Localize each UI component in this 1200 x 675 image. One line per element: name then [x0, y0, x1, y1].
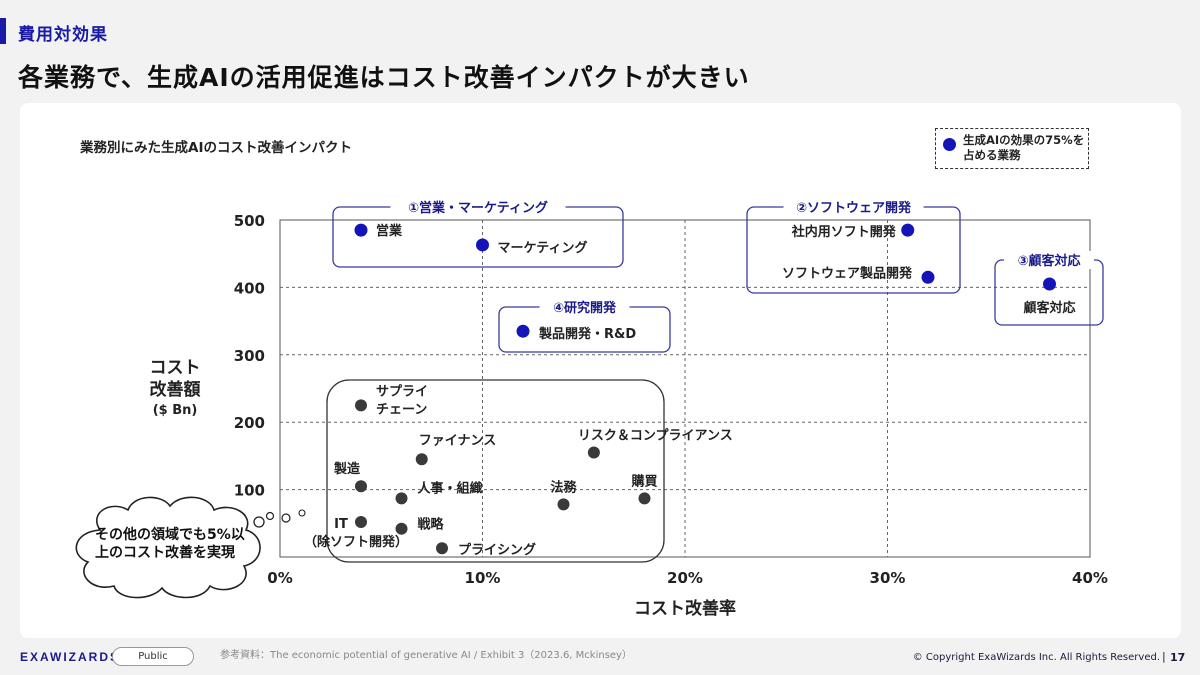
y-tick-label: 200 [234, 414, 265, 432]
group-software-dev-label: ②ソフトウェア開発 [796, 200, 912, 216]
data-point [921, 270, 935, 284]
page-number: 17 [1170, 651, 1186, 664]
x-tick-label: 20% [667, 569, 703, 587]
legend-label: 生成AIの効果の75%を占める業務 [963, 133, 1085, 162]
point-label: ファイナンス [419, 433, 496, 448]
data-point [395, 492, 408, 505]
data-point [516, 324, 530, 338]
point-label: 営業 [376, 223, 403, 239]
point-label: （除ソフト開発） [304, 534, 408, 550]
public-badge: Public [112, 647, 194, 666]
group-software-dev-label-bg [783, 198, 924, 216]
y-tick-label: 500 [234, 212, 265, 230]
data-point [415, 453, 428, 466]
point-label: 購買 [630, 473, 657, 489]
brand-logo: EXAWIZARDS [20, 650, 121, 664]
y-tick-label: 400 [234, 279, 265, 297]
group-customer-service-label: ③顧客対応 [1017, 253, 1080, 269]
section-label: 費用対効果 [18, 25, 108, 45]
copyright: © Copyright ExaWizards Inc. All Rights R… [912, 652, 1160, 663]
point-label: プライシング [458, 542, 536, 558]
data-point [395, 522, 408, 535]
callout-bubble [298, 509, 306, 517]
y-tick-label: 100 [234, 482, 265, 500]
data-point [476, 238, 489, 252]
data-point [354, 223, 368, 237]
group-rnd-label-bg [539, 298, 630, 316]
x-tick-label: 40% [1072, 569, 1108, 587]
footer-separator: | [1162, 650, 1166, 663]
section-accent-bar [0, 18, 6, 44]
data-point [355, 480, 367, 493]
data-point [557, 498, 570, 511]
group-customer-service-label-bg [1004, 251, 1094, 269]
y-tick-label: 300 [234, 347, 265, 365]
point-label: チェーン [376, 402, 427, 417]
chart-title: 業務別にみた生成AIのコスト改善インパクト [80, 140, 352, 156]
point-label: 製造 [333, 461, 361, 477]
y-axis-unit: ($ Bn) [152, 403, 198, 418]
x-axis-title: コスト改善率 [634, 599, 736, 619]
point-label: 法務 [550, 479, 577, 495]
x-tick-label: 10% [465, 569, 501, 587]
group-sales-marketing-label: ①営業・マーケティング [408, 200, 548, 216]
callout-bubble [253, 516, 265, 528]
point-label: サプライ [376, 384, 428, 399]
data-point [638, 492, 651, 505]
point-label: IT [334, 517, 348, 532]
data-point [355, 399, 367, 412]
data-point [1043, 277, 1056, 291]
callout-bubble [265, 511, 275, 521]
point-label: 顧客対応 [1023, 300, 1075, 316]
point-label: 製品開発・R&D [538, 326, 636, 342]
point-label: ソフトウェア製品開発 [782, 265, 913, 281]
x-tick-label: 30% [870, 569, 906, 587]
y-axis-label: コスト 改善額 [149, 358, 201, 400]
callout-text: その他の領域でも5%以上のコスト改善を実現 [95, 527, 245, 561]
legend-marker [943, 138, 956, 151]
legend: 生成AIの効果の75%を占める業務 [935, 128, 1089, 169]
point-label: リスク＆コンプライアンス [578, 429, 733, 444]
point-label: マーケティング [498, 240, 588, 256]
data-point [436, 542, 448, 555]
source-note: 参考資料：The economic potential of generativ… [220, 650, 632, 661]
data-point [901, 223, 915, 237]
data-point [355, 515, 367, 528]
other-areas-box [326, 379, 665, 563]
point-label: 社内用ソフト開発 [791, 224, 897, 240]
page-title: 各業務で、生成AIの活用促進はコスト改善インパクトが大きい [18, 63, 750, 92]
data-point [587, 446, 600, 459]
y-axis-title: コスト 改善額 ($ Bn) [140, 357, 210, 421]
x-tick-label: 0% [267, 569, 292, 587]
group-rnd-label: ④研究開発 [553, 300, 617, 316]
point-label: 戦略 [418, 517, 445, 533]
callout-bubble [281, 513, 291, 523]
point-label: 人事・組織 [418, 480, 483, 496]
callout-cloud [75, 496, 261, 599]
group-sales-marketing-label-bg [390, 198, 566, 216]
